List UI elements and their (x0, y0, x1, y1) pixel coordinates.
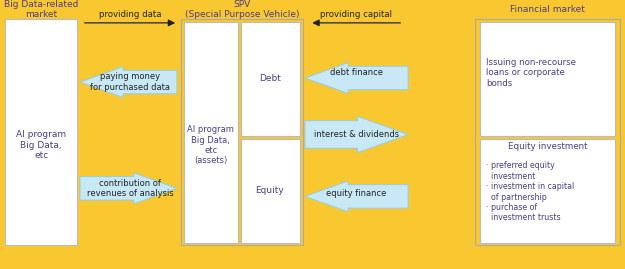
Bar (184, 22, 238, 243)
Bar (480, 22, 615, 136)
Bar (181, 19, 303, 245)
Text: contribution of
revenues of analysis: contribution of revenues of analysis (87, 179, 173, 198)
Text: AI program
Big Data,
etc: AI program Big Data, etc (16, 130, 66, 160)
Bar (480, 139, 615, 243)
Bar (475, 19, 620, 245)
Text: providing data: providing data (99, 10, 161, 19)
Polygon shape (305, 116, 408, 153)
Text: · preferred equity
  investment
· investment in capital
  of partnership
· purch: · preferred equity investment · investme… (486, 161, 574, 222)
Text: Equity: Equity (256, 186, 284, 196)
Text: equity finance: equity finance (326, 189, 386, 198)
Bar (241, 139, 300, 243)
Text: debt finance: debt finance (330, 68, 382, 77)
Bar (241, 22, 300, 136)
Text: Big Data-related
market: Big Data-related market (4, 0, 79, 19)
Polygon shape (305, 181, 408, 212)
Text: Debt: Debt (259, 73, 281, 83)
Polygon shape (305, 63, 408, 94)
Text: SPV
(Special Purpose Vehicle): SPV (Special Purpose Vehicle) (184, 0, 299, 19)
Text: providing capital: providing capital (320, 10, 392, 19)
Polygon shape (80, 173, 177, 204)
Polygon shape (80, 67, 177, 98)
Text: paying money
for purchased data: paying money for purchased data (90, 72, 170, 92)
Text: Equity investment: Equity investment (508, 142, 588, 151)
Text: Financial market: Financial market (510, 5, 585, 14)
Text: AI program
Big Data,
etc
(assets): AI program Big Data, etc (assets) (188, 125, 234, 165)
Bar (5, 19, 77, 245)
Text: interest & dividends: interest & dividends (314, 130, 399, 139)
Text: Issuing non-recourse
loans or corporate
bonds: Issuing non-recourse loans or corporate … (486, 58, 576, 87)
